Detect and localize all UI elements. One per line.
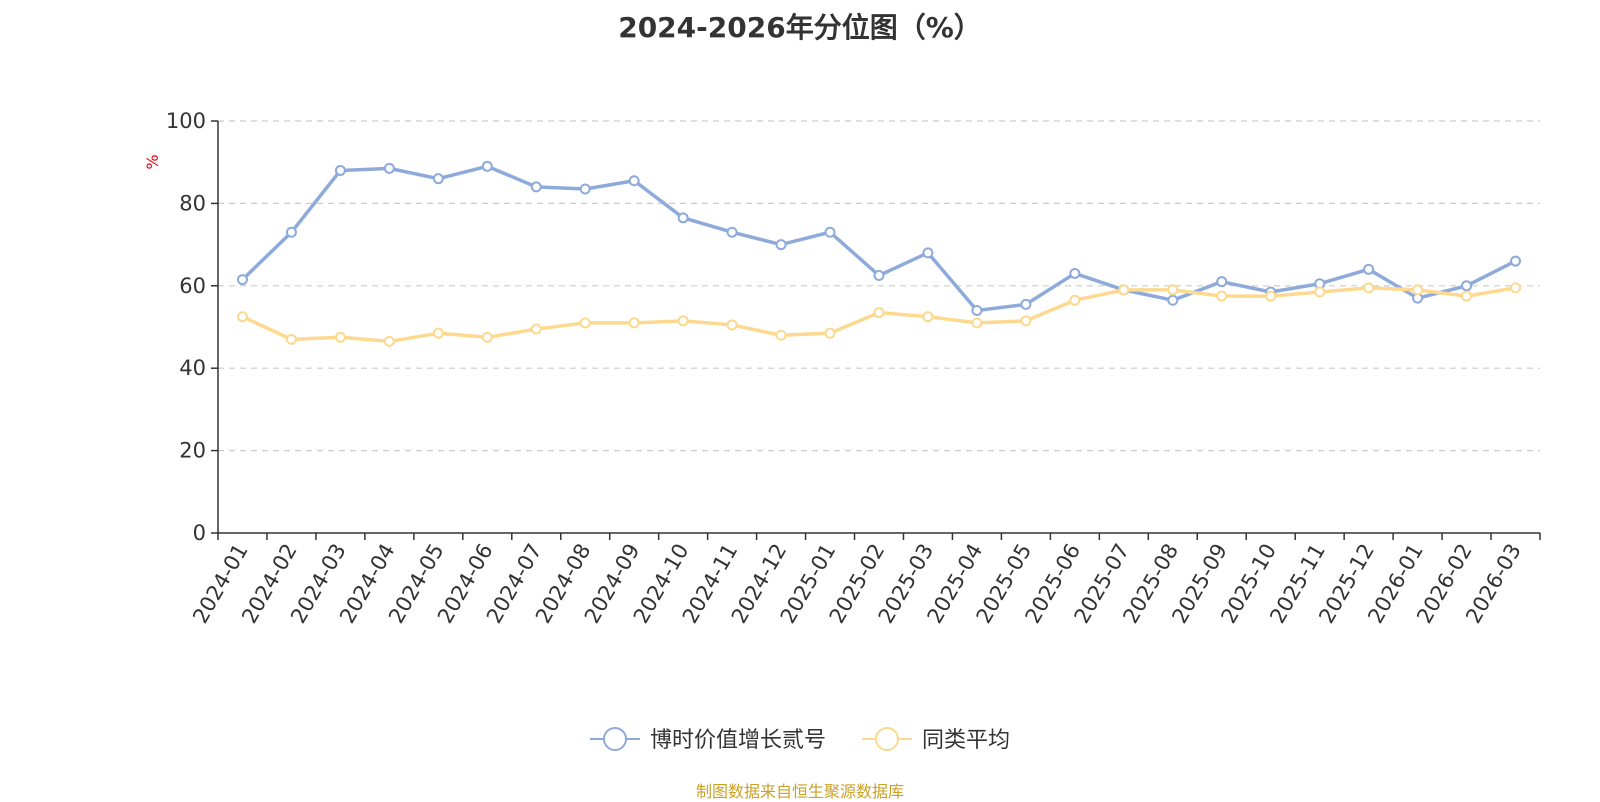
data-point[interactable] bbox=[873, 307, 885, 319]
data-point[interactable] bbox=[1363, 282, 1375, 294]
y-axis-unit: % bbox=[143, 154, 162, 169]
data-point[interactable] bbox=[383, 335, 395, 347]
legend-marker bbox=[875, 727, 899, 751]
series-lines bbox=[236, 160, 1522, 347]
data-point[interactable] bbox=[481, 331, 493, 343]
data-point[interactable] bbox=[971, 317, 983, 329]
legend-label: 博时价值增长贰号 bbox=[650, 728, 826, 753]
legend-label: 同类平均 bbox=[922, 728, 1010, 753]
data-point[interactable] bbox=[726, 319, 738, 331]
y-tick-label: 100 bbox=[166, 109, 206, 133]
data-point[interactable] bbox=[1167, 284, 1179, 296]
data-point[interactable] bbox=[285, 333, 297, 345]
data-point[interactable] bbox=[236, 274, 248, 286]
data-point[interactable] bbox=[236, 311, 248, 323]
data-point[interactable] bbox=[530, 323, 542, 335]
y-tick-label: 80 bbox=[179, 191, 206, 215]
data-point[interactable] bbox=[677, 315, 689, 327]
data-point[interactable] bbox=[1510, 282, 1522, 294]
data-point[interactable] bbox=[1461, 280, 1473, 292]
grid-lines bbox=[218, 120, 1540, 452]
legend-marker bbox=[603, 727, 627, 751]
y-tick-label: 40 bbox=[179, 356, 206, 380]
data-point[interactable] bbox=[873, 270, 885, 281]
data-point[interactable] bbox=[775, 239, 787, 251]
data-point[interactable] bbox=[1020, 315, 1032, 327]
data-point[interactable] bbox=[971, 305, 983, 317]
data-point[interactable] bbox=[1265, 290, 1277, 302]
data-point[interactable] bbox=[1069, 267, 1081, 279]
data-point[interactable] bbox=[677, 212, 689, 224]
data-point[interactable] bbox=[1216, 276, 1228, 288]
data-point[interactable] bbox=[1167, 294, 1179, 306]
series-line bbox=[241, 164, 1517, 313]
data-point[interactable] bbox=[334, 164, 346, 176]
y-tick-label: 20 bbox=[179, 439, 206, 463]
data-point[interactable] bbox=[1314, 286, 1326, 298]
data-point[interactable] bbox=[1363, 263, 1375, 275]
chart-title: 2024-2026年分位图（%） bbox=[618, 11, 982, 44]
data-point[interactable] bbox=[1510, 255, 1522, 267]
series-2 bbox=[236, 282, 1522, 347]
data-point[interactable] bbox=[628, 175, 640, 187]
data-point[interactable] bbox=[1118, 284, 1130, 296]
data-point[interactable] bbox=[824, 226, 836, 238]
data-point[interactable] bbox=[432, 173, 444, 185]
y-tick-label: 0 bbox=[193, 521, 206, 545]
data-point[interactable] bbox=[579, 317, 591, 329]
data-point[interactable] bbox=[481, 160, 493, 172]
data-point[interactable] bbox=[579, 183, 591, 195]
data-point[interactable] bbox=[1069, 294, 1081, 306]
data-point[interactable] bbox=[1216, 290, 1228, 302]
data-point[interactable] bbox=[530, 181, 542, 193]
data-point[interactable] bbox=[1412, 284, 1424, 296]
data-point[interactable] bbox=[922, 247, 934, 259]
data-point[interactable] bbox=[285, 226, 297, 238]
legend-item-1[interactable]: 博时价值增长贰号 bbox=[590, 727, 826, 753]
legend-item-2[interactable]: 同类平均 bbox=[862, 727, 1010, 753]
data-point[interactable] bbox=[775, 329, 787, 341]
data-point[interactable] bbox=[1461, 290, 1473, 302]
data-point[interactable] bbox=[628, 317, 640, 329]
data-point[interactable] bbox=[1020, 298, 1032, 310]
data-source-note: 制图数据来自恒生聚源数据库 bbox=[695, 782, 904, 801]
data-point[interactable] bbox=[726, 226, 738, 238]
data-point[interactable] bbox=[922, 311, 934, 323]
y-tick-label: 60 bbox=[179, 274, 206, 298]
data-point[interactable] bbox=[432, 327, 444, 339]
data-point[interactable] bbox=[383, 162, 395, 174]
data-point[interactable] bbox=[824, 327, 836, 339]
data-point[interactable] bbox=[334, 331, 346, 343]
legend[interactable]: 博时价值增长贰号 同类平均 bbox=[590, 727, 1010, 753]
